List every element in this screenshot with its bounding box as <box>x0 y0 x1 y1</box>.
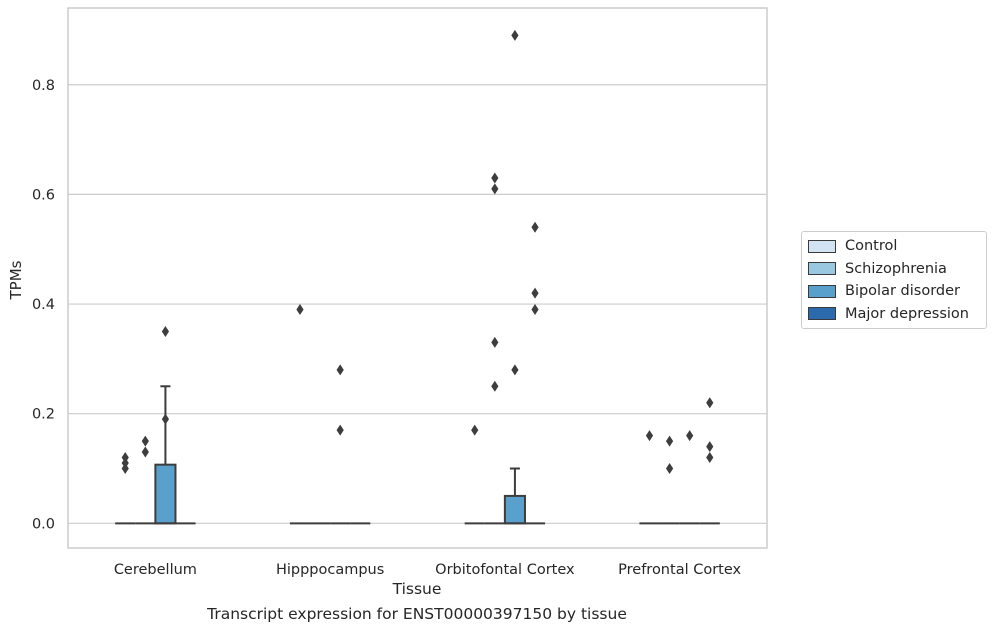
box-group <box>484 172 505 525</box>
outlier-point <box>491 380 499 392</box>
box-group <box>699 397 720 525</box>
legend-item: Bipolar disorder <box>802 280 986 303</box>
legend-item: Control <box>802 235 986 258</box>
y-tick-label: 0.6 <box>32 187 55 203</box>
box-group <box>330 364 351 525</box>
x-tick-label: Hipppocampus <box>276 562 384 578</box>
box-group <box>464 424 485 525</box>
outlier-point <box>706 397 714 409</box>
y-axis-ticks: 0.0 0.2 0.4 0.6 0.8 <box>32 78 55 533</box>
outlier-point <box>471 424 479 436</box>
legend-swatch <box>808 307 836 321</box>
legend-swatch <box>808 239 836 253</box>
legend-item: Schizophrenia <box>802 258 986 281</box>
legend-label: Schizophrenia <box>845 260 947 277</box>
x-tick-label: Prefrontal Cortex <box>618 562 741 578</box>
box-group <box>135 435 156 525</box>
y-tick-label: 0.2 <box>32 407 55 423</box>
legend-label: Bipolar disorder <box>845 283 960 300</box>
outlier-point <box>665 435 674 447</box>
outlier-point <box>161 325 170 337</box>
outlier-point <box>706 452 714 464</box>
outlier-point <box>161 413 170 425</box>
legend: Control Schizophrenia Bipolar disorder Majo… <box>801 231 987 329</box>
box <box>503 494 526 525</box>
chart-caption: Transcript expression for ENST0000039715… <box>207 605 627 623</box>
box <box>154 463 177 525</box>
y-tick-label: 0.0 <box>32 516 55 532</box>
box-group <box>524 221 546 525</box>
box-group <box>679 430 700 525</box>
outlier-point <box>531 221 539 233</box>
outlier-point <box>491 172 499 184</box>
legend-label: Major depression <box>845 305 969 322</box>
x-tick-label: Orbitofontal Cortex <box>435 562 575 578</box>
box-group <box>503 29 526 525</box>
box-group <box>659 435 680 525</box>
x-axis-ticks: Cerebellum Hipppocampus Orbitofontal Corte… <box>114 562 742 578</box>
outlier-point <box>491 336 499 348</box>
outlier-point <box>511 364 519 376</box>
y-tick-label: 0.4 <box>32 297 55 313</box>
y-tick-label: 0.8 <box>32 78 55 94</box>
outlier-point <box>665 463 674 475</box>
outlier-point <box>706 441 714 453</box>
y-axis-label: TPMs <box>7 260 25 300</box>
outlier-point <box>511 29 519 41</box>
box-group <box>154 325 177 525</box>
legend-label: Control <box>845 238 898 255</box>
outlier-point <box>141 435 149 447</box>
box-marks <box>115 29 720 525</box>
outlier-point <box>531 304 539 316</box>
outlier-point <box>336 364 344 376</box>
box-group <box>289 304 311 525</box>
legend-item: Major depression <box>802 303 986 326</box>
outlier-point <box>686 430 694 442</box>
legend-swatch <box>808 284 836 298</box>
box-group <box>115 452 136 525</box>
plot-area-frame <box>67 7 768 549</box>
x-axis-label: Tissue <box>392 580 442 598</box>
legend-swatch <box>808 262 836 276</box>
outlier-point <box>141 446 149 458</box>
outlier-point <box>121 463 129 475</box>
x-tick-label: Cerebellum <box>114 562 197 578</box>
outlier-point <box>491 183 499 195</box>
outlier-point <box>336 424 344 436</box>
outlier-point <box>296 304 304 316</box>
grid-lines <box>68 84 767 524</box>
outlier-point <box>531 287 539 299</box>
outlier-point <box>645 430 654 442</box>
box-group <box>639 430 660 525</box>
